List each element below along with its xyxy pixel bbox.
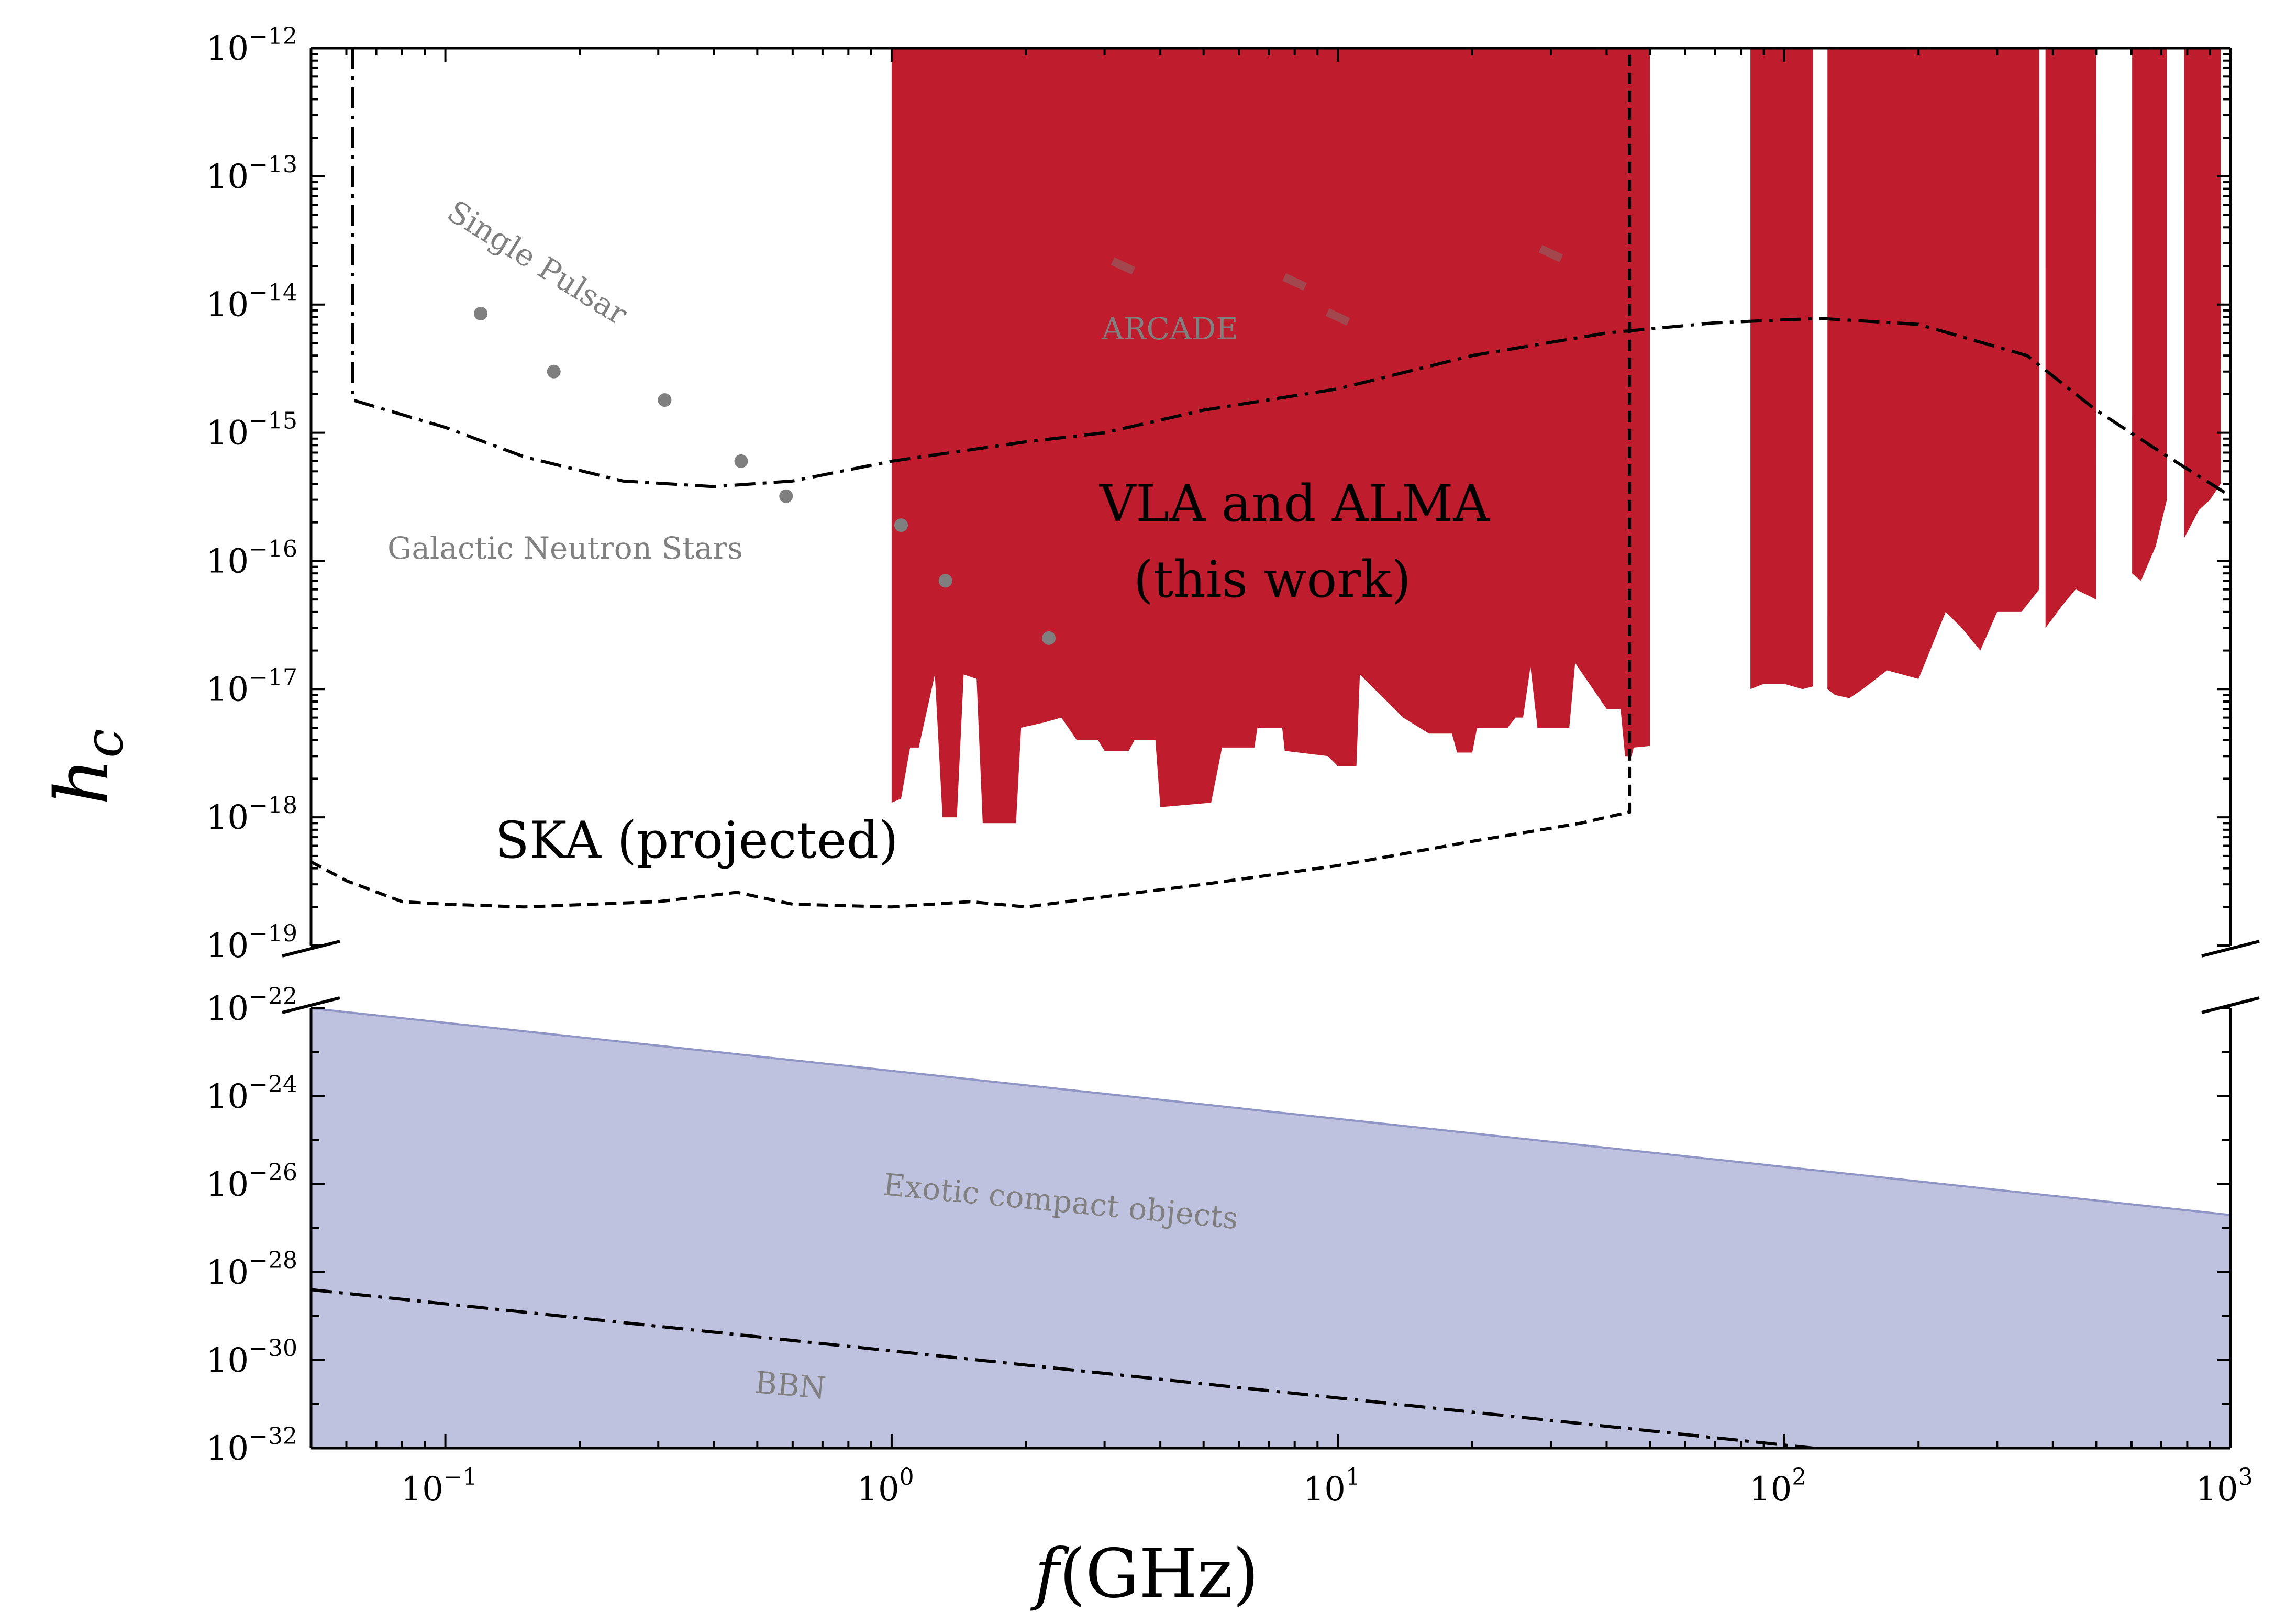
axis-ticks [310, 47, 2232, 1449]
arcade-mark-1 [1282, 273, 1307, 291]
y-tick-label-upper-0: 10−12 [206, 23, 297, 68]
x-tick-label-4: 103 [2195, 1464, 2252, 1509]
y-tick-label-lower-1: 10−24 [206, 1071, 297, 1116]
single-pulsar-line [351, 48, 2230, 498]
axes-frame [282, 47, 2260, 1450]
lower-panel [311, 1008, 2230, 1448]
axis-break-mark-3 [2201, 996, 2260, 1014]
annotation-vla-alma-line1: VLA and ALMA [1099, 474, 1490, 533]
x-tick-label-1: 100 [857, 1464, 914, 1509]
y-axis-label: hc [40, 729, 135, 805]
bbn-line [311, 1288, 1829, 1448]
vla-alma-band-2 [1827, 48, 2039, 698]
axis-break-mark-2 [282, 996, 340, 1014]
y-tick-label-upper-1: 10−13 [206, 151, 297, 196]
arcade-mark-3 [1538, 244, 1563, 262]
vla-alma-band-0 [891, 48, 1650, 824]
neutron-star-point-2 [658, 393, 672, 407]
annotation-vla-alma-line2: (this work) [1134, 550, 1411, 609]
neutron-star-point-0 [474, 306, 488, 320]
x-tick-label-2: 101 [1303, 1464, 1360, 1509]
y-tick-label-upper-6: 10−18 [206, 792, 297, 837]
exotic-compact-objects-band [311, 1008, 2230, 1448]
annotation-ska: SKA (projected) [495, 811, 898, 870]
y-tick-label-upper-7: 10−19 [206, 920, 297, 965]
y-tick-label-lower-2: 10−26 [206, 1159, 297, 1204]
y-tick-label-upper-3: 10−15 [206, 408, 297, 453]
y-tick-label-lower-0: 10−22 [206, 983, 297, 1028]
neutron-star-point-3 [734, 454, 748, 468]
y-tick-label-upper-2: 10−14 [206, 280, 297, 325]
annotation-single-pulsar: Single Pulsar [441, 193, 634, 332]
annotation-bbn: BBN [753, 1364, 827, 1406]
vla-alma-band-4 [2132, 48, 2167, 581]
vla-alma-band-5 [2184, 48, 2221, 539]
y-tick-label-lower-5: 10−32 [206, 1423, 297, 1468]
neutron-star-point-4 [779, 489, 793, 503]
vla-alma-band-3 [2045, 48, 2096, 628]
x-tick-label-3: 102 [1749, 1464, 1806, 1509]
arcade-mark-0 [1111, 257, 1136, 275]
axis-break-mark-0 [282, 940, 340, 958]
vla-alma-band-1 [1750, 48, 1813, 689]
arcade-mark-2 [1325, 308, 1350, 326]
neutron-star-point-1 [547, 364, 561, 379]
y-tick-label-lower-3: 10−28 [206, 1247, 297, 1292]
x-axis-label: f(GHz) [1030, 1535, 1259, 1613]
ska-projected-line [311, 48, 1632, 909]
neutron-star-point-5 [894, 518, 908, 532]
axis-break-mark-1 [2201, 940, 2260, 958]
y-tick-label-lower-4: 10−30 [206, 1335, 297, 1380]
annotation-galactic-neutron-stars: Galactic Neutron Stars [387, 530, 743, 566]
neutron-star-point-6 [938, 574, 952, 588]
y-tick-label-upper-5: 10−17 [206, 664, 297, 709]
tick-labels: 10−1 100 101 102 103 10−12 10−13 10−14 10−15 10−1… [206, 23, 2253, 1509]
upper-panel [311, 48, 2230, 909]
neutron-star-point-7 [1042, 631, 1056, 645]
exotic-upper-edge [311, 1008, 2230, 1216]
annotation-arcade: ARCADE [1101, 311, 1238, 347]
x-tick-label-0: 10−1 [401, 1464, 477, 1509]
y-tick-label-upper-4: 10−16 [206, 536, 297, 581]
